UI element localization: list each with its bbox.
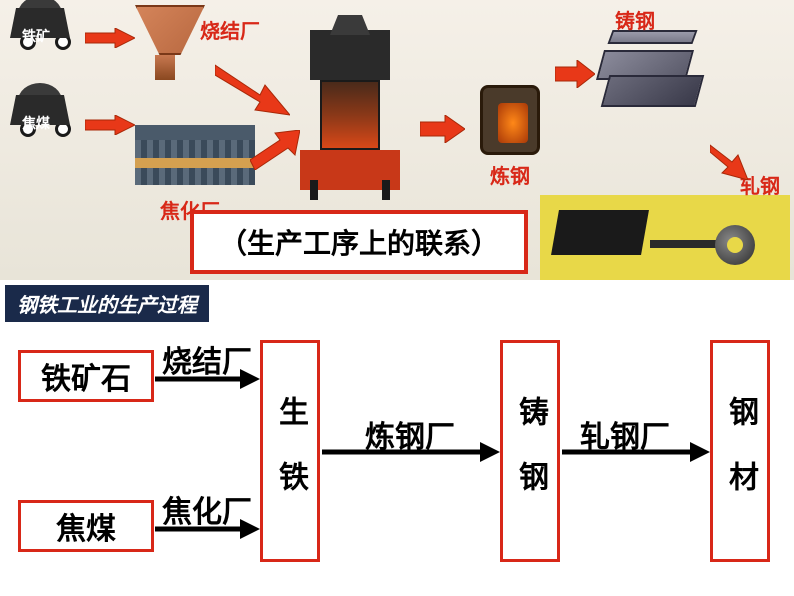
blast-furnace-icon xyxy=(290,30,410,200)
arrow-icon xyxy=(322,440,500,464)
arrow-icon xyxy=(85,28,135,48)
arrow-icon xyxy=(155,517,260,541)
cast-steel-label: 铸钢 xyxy=(615,5,655,34)
flowchart-panel: 铁矿石 焦煤 生铁 铸钢 钢材 烧结厂 焦化厂 炼钢厂 轧钢厂 xyxy=(0,325,794,595)
arrow-icon xyxy=(85,115,135,135)
steel-slabs-icon xyxy=(590,20,710,120)
box-coke: 焦煤 xyxy=(18,500,154,552)
arrow-icon xyxy=(562,440,710,464)
arrow-icon xyxy=(420,115,465,143)
iron-ore-cart-icon: 铁矿 xyxy=(10,8,80,63)
steel-products-icon xyxy=(540,195,790,280)
arrow-icon xyxy=(215,60,290,120)
box-cast-steel: 铸钢 xyxy=(500,340,560,562)
box-pig-iron: 生铁 xyxy=(260,340,320,562)
steelmaking-label: 炼钢 xyxy=(490,160,530,189)
arrow-icon xyxy=(250,130,300,170)
coke-label: 焦煤 xyxy=(22,113,50,133)
box-steel-product: 钢材 xyxy=(710,340,770,562)
arrow-icon xyxy=(710,140,750,180)
section-label: 钢铁工业的生产过程 xyxy=(5,285,209,322)
iron-ore-label: 铁矿 xyxy=(22,26,50,46)
arrow-icon xyxy=(555,60,595,88)
title-box: （生产工序上的联系） xyxy=(190,210,528,274)
sintering-plant-label: 烧结厂 xyxy=(200,15,260,44)
coke-oven-icon xyxy=(135,125,255,200)
coke-cart-icon: 焦煤 xyxy=(10,95,80,150)
arrow-icon xyxy=(155,367,260,391)
illustration-panel: 铁矿 焦煤 烧结厂 焦化厂 炼钢 铸钢 轧钢 xyxy=(0,0,794,280)
box-iron-ore: 铁矿石 xyxy=(18,350,154,402)
